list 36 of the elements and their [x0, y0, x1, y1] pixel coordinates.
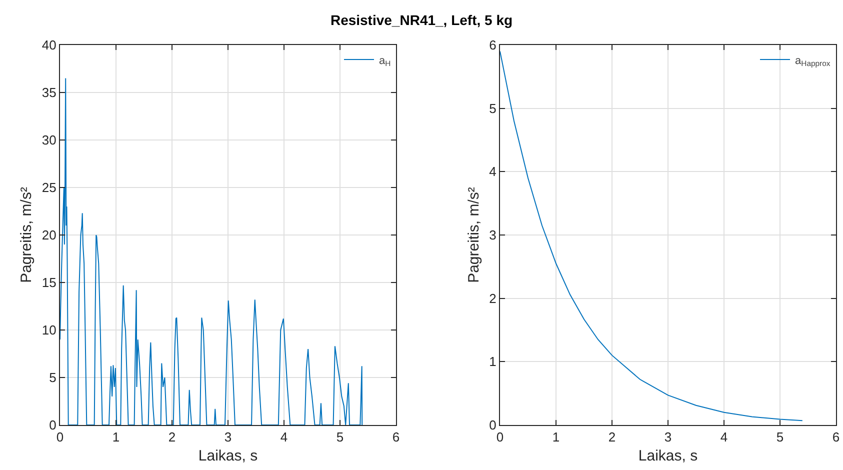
y-tick-label: 20 [42, 228, 56, 243]
y-tick-label: 35 [42, 85, 56, 100]
y-tick-label: 0 [49, 418, 56, 433]
y-tick-label: 5 [489, 100, 496, 116]
x-axis-title: Laikas, s [638, 448, 698, 465]
y-tick-label: 3 [489, 228, 496, 243]
x-tick-label: 4 [720, 430, 728, 445]
y-axis-title: Pagreitis, m/s² [465, 187, 482, 283]
line-series [500, 50, 803, 422]
x-axis-title: Laikas, s [198, 448, 258, 465]
x-tick-label: 3 [224, 430, 232, 445]
x-tick-label: 4 [280, 430, 288, 445]
x-tick-label: 2 [168, 430, 176, 445]
y-tick-label: 15 [42, 275, 56, 290]
y-tick-label: 25 [42, 180, 56, 196]
x-tick-label: 2 [608, 430, 616, 445]
y-tick-label: 30 [42, 132, 56, 148]
y-tick-label: 6 [489, 38, 496, 53]
y-axis-title: Pagreitis, m/s² [18, 187, 36, 283]
x-tick-label: 1 [552, 430, 560, 445]
x-tick-label: 5 [776, 430, 784, 445]
x-tick-label: 1 [112, 430, 120, 445]
x-tick-label: 6 [832, 430, 840, 445]
x-tick-label: 6 [392, 430, 400, 445]
y-tick-label: 2 [489, 290, 496, 306]
y-tick-label: 40 [42, 38, 56, 53]
y-tick-label: 5 [49, 370, 56, 386]
chart-title: Resistive_NR41_, Left, 5 kg [329, 12, 514, 28]
line-series [60, 78, 363, 425]
y-tick-label: 4 [489, 164, 496, 180]
y-tick-label: 1 [489, 354, 496, 370]
y-tick-label: 0 [489, 418, 496, 433]
x-tick-label: 3 [664, 430, 672, 445]
y-tick-label: 10 [42, 322, 56, 338]
legend-label: a$_{H}$ [379, 54, 391, 68]
x-tick-label: 5 [336, 430, 344, 445]
